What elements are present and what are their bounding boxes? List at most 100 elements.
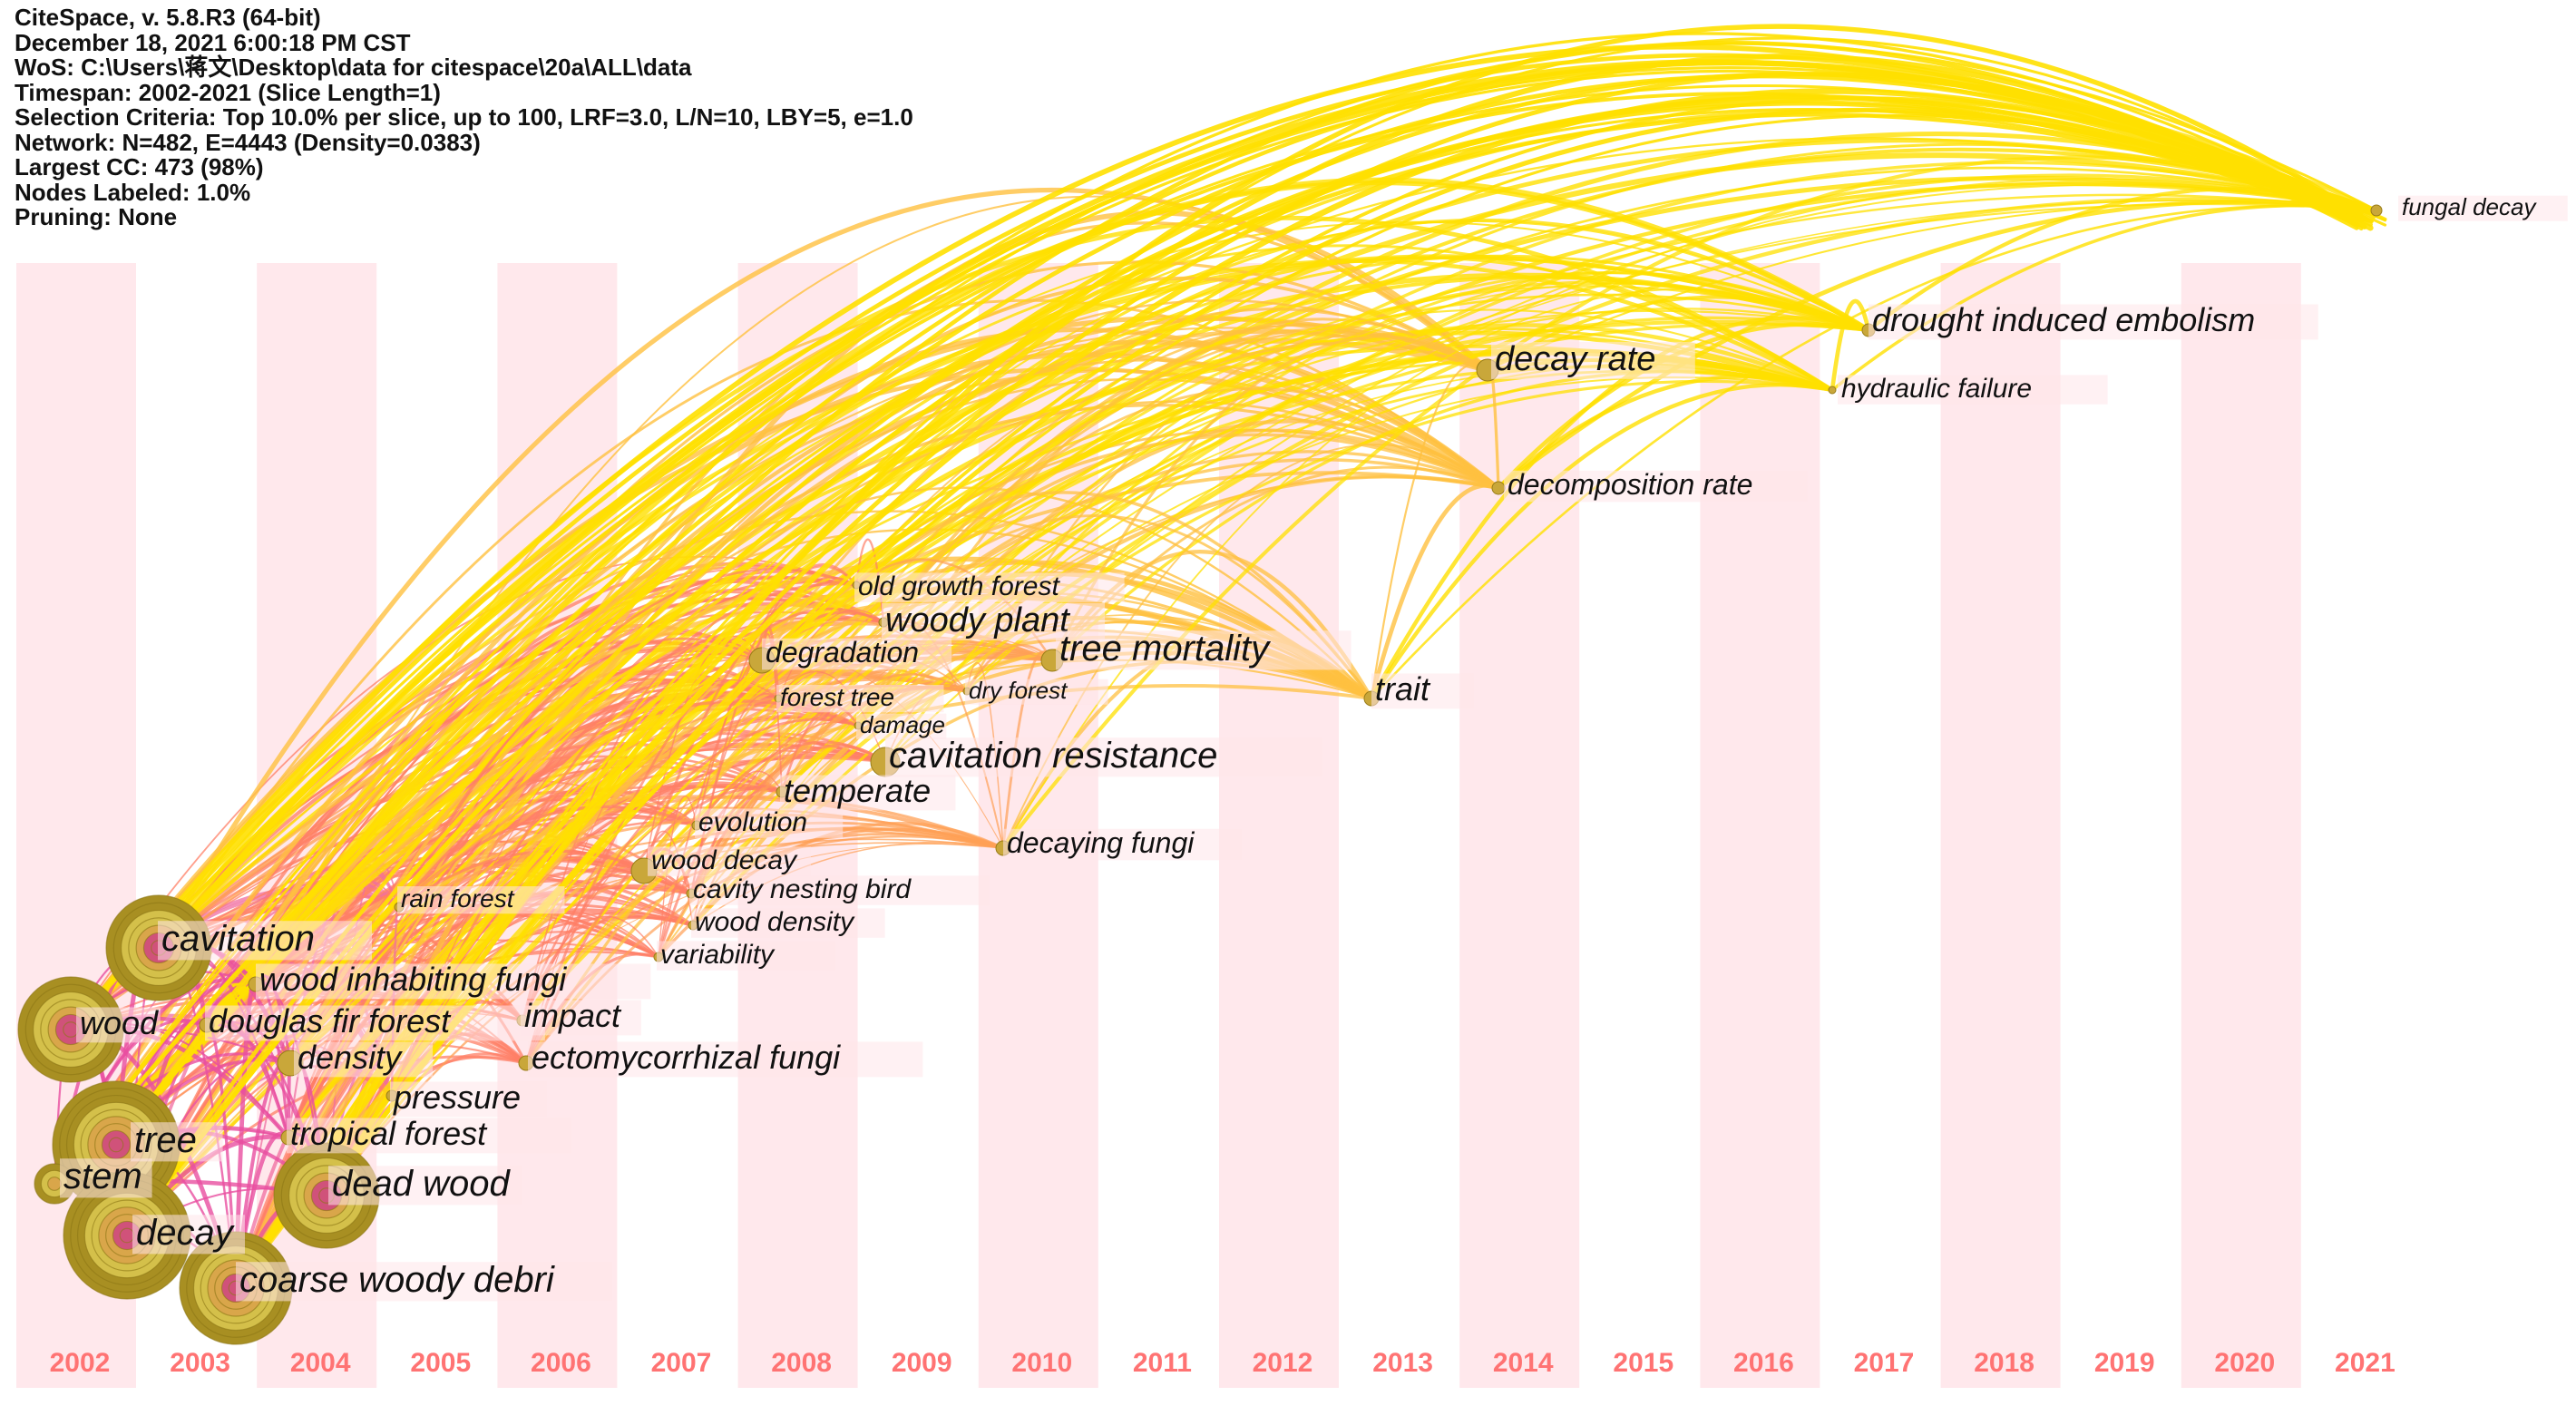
keyword-label-bg (1869, 304, 2318, 340)
keyword-node[interactable] (2370, 204, 2383, 217)
keyword-label-bg (689, 875, 990, 905)
co-occurrence-link (53, 528, 1373, 1186)
co-occurrence-link (1496, 374, 1835, 491)
keyword-label: density (298, 1039, 403, 1076)
year-label: 2021 (2335, 1348, 2395, 1378)
co-occurrence-link (114, 369, 1500, 1147)
co-occurrence-link (204, 556, 1374, 1028)
keyword-label-bg (397, 886, 565, 914)
keyword-label-bg (1504, 470, 1808, 503)
co-occurrence-link (391, 784, 783, 1097)
header-line-date: December 18, 2021 6:00:18 PM CST (15, 28, 411, 56)
co-occurrence-link (53, 108, 2373, 1186)
keyword-label: wood decay (651, 845, 798, 875)
co-occurrence-link (658, 576, 857, 958)
co-occurrence-link (1050, 335, 1489, 662)
year-label: 2002 (50, 1348, 111, 1378)
co-occurrence-link (780, 705, 860, 794)
year-label: 2007 (651, 1348, 712, 1378)
co-occurrence-link (1370, 363, 1489, 700)
co-occurrence-link (288, 400, 1500, 1065)
keyword-label: douglas fir forest (209, 1002, 452, 1040)
co-occurrence-link (1496, 199, 2379, 491)
keyword-label: variability (660, 940, 776, 970)
keyword-label: degradation (766, 636, 919, 669)
co-occurrence-link (658, 796, 698, 958)
co-occurrence-link (521, 718, 860, 1022)
keyword-label-bg (776, 685, 944, 713)
co-occurrence-link (854, 491, 1373, 700)
header-line-largest-cc: Largest CC: 473 (98%) (15, 153, 264, 181)
co-occurrence-link (52, 112, 2374, 1186)
year-label: 2014 (1493, 1348, 1554, 1378)
keyword-label: dead wood (332, 1164, 511, 1204)
co-occurrence-link (68, 44, 2367, 1032)
header-line-source: WoS: C:\Users\蒋文\Desktop\data for citesp… (15, 54, 692, 81)
keyword-label-bg (132, 1215, 245, 1255)
year-label: 2005 (410, 1348, 471, 1378)
keyword-label-bg (691, 908, 885, 938)
keyword-label: impact (524, 997, 622, 1034)
co-occurrence-link (233, 54, 2358, 1291)
header-line-criteria: Selection Criteria: Top 10.0% per slice,… (15, 103, 913, 131)
keyword-label-bg (236, 1262, 613, 1302)
keyword-label: tropical forest (290, 1115, 488, 1152)
keyword-label-bg (287, 1118, 572, 1154)
co-occurrence-link (324, 24, 2360, 1198)
keyword-label: wood density (695, 907, 855, 937)
co-occurrence-link (1050, 369, 1834, 662)
keyword-label-bg (294, 1041, 434, 1078)
keyword-label: damage (860, 711, 945, 738)
year-axis: 2002 2003 2004 2005 2006 2007 2008 2009 2010 2011… (50, 1348, 2395, 1378)
keyword-label: coarse woody debri (239, 1260, 555, 1300)
keyword-node[interactable] (1828, 386, 1837, 395)
co-occurrence-link (695, 740, 887, 827)
co-occurrence-link (234, 36, 2361, 1290)
header-line-timespan: Timespan: 2002-2021 (Slice Length=1) (15, 78, 441, 106)
co-occurrence-link (1369, 316, 1871, 701)
keyword-label-bg (158, 921, 372, 961)
keyword-label: woody plant (885, 601, 1070, 640)
keyword-label: ectomycorrhizal fungi (532, 1039, 841, 1076)
co-occurrence-link (1369, 483, 1501, 701)
co-occurrence-link (113, 61, 2359, 1147)
keyword-label-bg (76, 1007, 161, 1043)
keyword-label: decay rate (1495, 340, 1655, 378)
co-occurrence-link (883, 178, 2378, 764)
keyword-label: cavity nesting bird (693, 874, 912, 904)
info-header: CiteSpace, v. 5.8.R3 (64-bit) December 1… (15, 5, 913, 230)
keyword-node[interactable] (17, 976, 124, 1083)
co-occurrence-link (397, 637, 764, 909)
keyword-label: trait (1375, 670, 1431, 708)
keyword-label: drought induced embolism (1872, 301, 2255, 338)
co-occurrence-link (390, 322, 1870, 1098)
header-line-pruning: Pruning: None (15, 203, 178, 230)
header-line-network: Network: N=482, E=4443 (Density=0.0383) (15, 128, 481, 156)
keyword-label: evolution (698, 807, 807, 837)
year-label: 2013 (1372, 1348, 1433, 1378)
keyword-label-bg (1491, 341, 1695, 379)
keyword-label: decomposition rate (1508, 468, 1752, 501)
keyword-label: old growth forest (858, 571, 1060, 601)
co-occurrence-link (53, 327, 1489, 1186)
keyword-label: tree (134, 1120, 197, 1160)
year-stripe (2181, 263, 2301, 1388)
keyword-label: cavitation resistance (889, 736, 1217, 776)
keyword-label-bg (657, 941, 835, 971)
year-label: 2017 (1854, 1348, 1915, 1378)
year-stripe (1700, 263, 1820, 1388)
keyword-label-bg (1003, 828, 1242, 861)
year-label: 2018 (1974, 1348, 2034, 1378)
keyword-label: rain forest (401, 884, 515, 913)
co-occurrence-link (1830, 298, 1871, 393)
keyword-node[interactable] (1491, 481, 1506, 495)
year-label: 2015 (1613, 1348, 1673, 1378)
keyword-label: stem (63, 1157, 142, 1196)
year-label: 2008 (771, 1348, 832, 1378)
keyword-label: wood inhabiting fungi (259, 961, 567, 998)
year-label: 2016 (1733, 1348, 1794, 1378)
year-stripe (1940, 263, 2061, 1388)
co-occurrence-link (325, 96, 2364, 1197)
keyword-label: decaying fungi (1007, 826, 1195, 859)
